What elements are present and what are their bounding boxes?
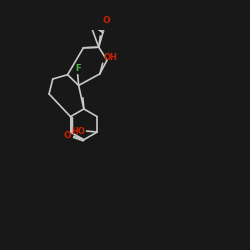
Text: HO: HO: [71, 126, 85, 136]
Text: O: O: [103, 16, 110, 26]
Text: F: F: [75, 64, 80, 73]
Text: O: O: [64, 131, 72, 140]
Text: OH: OH: [104, 53, 118, 62]
